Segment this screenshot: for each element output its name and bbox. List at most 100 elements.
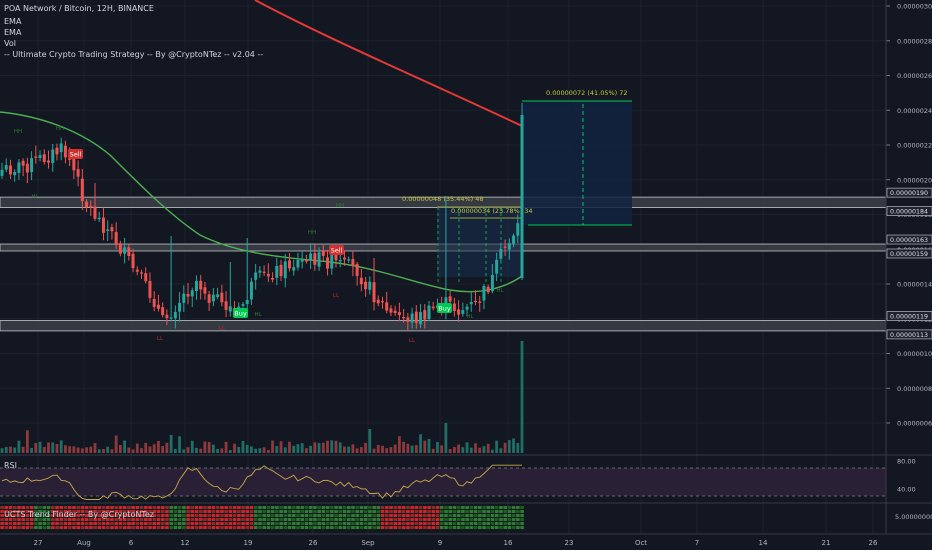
ucts-bar: [486, 518, 491, 521]
ucts-bar: [385, 510, 389, 513]
ucts-bar: [51, 506, 55, 509]
candle-body: [21, 160, 25, 166]
ucts-bar: [389, 506, 393, 509]
ucts-bar: [292, 522, 296, 525]
ucts-bar: [89, 522, 93, 525]
ucts-bar: [330, 510, 334, 513]
candle-body: [4, 165, 8, 170]
ucts-bar: [376, 514, 381, 517]
ucts-bar: [300, 518, 305, 521]
ucts-bar: [0, 514, 4, 517]
ucts-bar: [249, 506, 254, 509]
candle-body: [254, 272, 258, 280]
ucts-bar: [80, 506, 85, 509]
ucts-bar: [51, 522, 55, 525]
ucts-bar: [114, 526, 119, 529]
volume-bar: [271, 440, 274, 453]
ucts-bar: [152, 510, 157, 513]
ucts-bar: [279, 510, 283, 513]
ucts-bar: [46, 526, 51, 529]
volume-bar: [38, 441, 42, 453]
ucts-bar: [275, 510, 279, 513]
rsi-tick-label: 40.00: [897, 486, 916, 494]
ucts-bar: [93, 510, 97, 513]
ucts-bar: [139, 514, 144, 517]
ucts-bar: [253, 518, 258, 521]
candle-body: [42, 154, 46, 162]
ucts-bar: [461, 506, 465, 509]
ucts-bar: [499, 518, 503, 521]
volume-bar: [372, 448, 376, 453]
candle-body: [89, 205, 93, 208]
ucts-bar: [220, 514, 224, 517]
ucts-bar: [308, 522, 313, 525]
ucts-bar: [317, 510, 321, 513]
ucts-bar: [72, 526, 76, 529]
ucts-bar: [215, 510, 220, 513]
ucts-bar: [385, 514, 389, 517]
ucts-bar: [359, 522, 364, 525]
ucts-bar: [490, 522, 495, 525]
price-tag-label: 0.00000184: [890, 209, 928, 216]
ucts-bar: [351, 514, 355, 517]
ucts-bar: [245, 522, 250, 525]
pivot-label: HL: [31, 194, 39, 200]
ucts-bar: [203, 514, 207, 517]
ucts-bar: [89, 526, 93, 529]
ucts-bar: [376, 506, 381, 509]
ucts-bar: [232, 522, 237, 525]
measure-boxes: 0.00000072 (41.05%) 72 0.00000048 (35.44%…: [402, 89, 632, 285]
ucts-bar: [452, 514, 457, 517]
ucts-bar: [72, 514, 76, 517]
ucts-bar: [406, 522, 410, 525]
ucts-bar: [275, 522, 279, 525]
ucts-bar: [135, 510, 140, 513]
ucts-bar: [105, 510, 110, 513]
ucts-bar: [38, 522, 42, 525]
candle-body: [402, 317, 406, 319]
ucts-bar: [397, 522, 402, 525]
ucts-bar: [169, 506, 174, 509]
ucts-bar: [122, 526, 127, 529]
volume-bar: [507, 440, 511, 453]
ucts-bar: [127, 518, 131, 521]
ucts-bar: [0, 518, 4, 521]
ucts-bar: [401, 526, 406, 529]
rsi-label: RSI: [4, 461, 17, 470]
ucts-bar: [139, 518, 144, 521]
volume-bar: [102, 449, 105, 453]
ucts-bar: [452, 522, 457, 525]
ucts-bar: [334, 526, 338, 529]
ucts-bar: [8, 506, 13, 509]
ucts-bar: [456, 506, 461, 509]
ucts-bar: [93, 526, 97, 529]
volume-bar: [76, 447, 80, 453]
volume-bar: [300, 443, 304, 453]
volume-bar: [135, 443, 139, 453]
candle-body: [351, 259, 355, 266]
candle-body: [216, 294, 220, 297]
ucts-bar: [46, 522, 51, 525]
time-tick-label: 6: [129, 539, 134, 547]
ucts-bar: [334, 506, 338, 509]
ucts-bar: [287, 506, 292, 509]
volume-bar: [199, 448, 203, 453]
ucts-bar: [414, 518, 419, 521]
ucts-bar: [342, 510, 347, 513]
ucts-bar: [220, 522, 224, 525]
volume-bar: [161, 446, 165, 453]
volume-bar: [321, 442, 325, 453]
ucts-bar: [334, 510, 338, 513]
ucts-bar: [152, 526, 157, 529]
ucts-bar: [186, 518, 190, 521]
ucts-bar: [486, 522, 491, 525]
ucts-bar: [46, 506, 51, 509]
candle-body: [414, 311, 418, 323]
ucts-bar: [59, 522, 64, 525]
ucts-bar: [228, 522, 233, 525]
ucts-bar: [80, 526, 85, 529]
ucts-bar: [482, 506, 486, 509]
ucts-bar: [97, 526, 102, 529]
ucts-bar: [186, 526, 190, 529]
